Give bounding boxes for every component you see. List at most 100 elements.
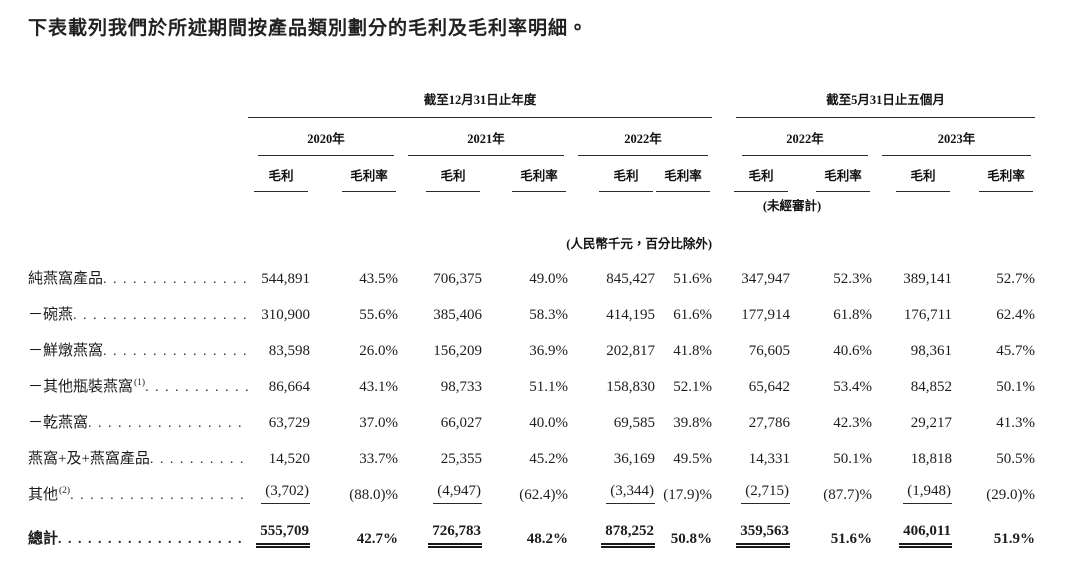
profit-value: 310,900 (261, 307, 310, 323)
row-label: －其他瓶裝燕窩(1) (28, 378, 146, 395)
row-label: 其他(2) (28, 486, 71, 503)
row-label: －乾燕窩 (28, 415, 89, 431)
margin-value: (29.0)% (986, 487, 1036, 503)
margin-value: (62.4)% (519, 487, 568, 503)
header-spacer (28, 82, 248, 118)
profit-value: 176,711 (903, 307, 953, 323)
table-row-fresh-stewed: －鮮燉燕窩 83,598 26.0% 156,209 36.9% 202,817… (28, 330, 1035, 366)
margin-col-header: 毛利率 (482, 156, 568, 192)
page-title: 下表載列我們於所述期間按產品類別劃分的毛利及毛利率明細。 (28, 18, 589, 39)
total-margin-value: 51.9% (993, 531, 1036, 547)
table-row-bowl-nest: －碗燕 310,900 55.6% 385,406 58.3% 414,195 … (28, 294, 1035, 330)
profit-value: 27,786 (748, 415, 791, 431)
margin-value: 36.9% (529, 343, 568, 359)
dot-leader (70, 487, 248, 504)
unit-note: (人民幣千元，百分比除外) (566, 237, 713, 251)
year-header-2021: 2021年 (398, 118, 568, 156)
section-gap (712, 366, 732, 402)
margin-value: 50.1% (833, 451, 873, 467)
margin-value: 43.5% (359, 271, 398, 287)
margin-col-header: 毛利率 (310, 156, 398, 192)
header-spacer (28, 192, 248, 218)
profit-value: 98,361 (910, 343, 953, 359)
profit-value: 385,406 (433, 307, 482, 323)
margin-value: 49.5% (673, 451, 713, 467)
profit-col-header: 毛利 (568, 156, 655, 192)
margin-value: 42.3% (833, 415, 873, 431)
group-header-annual-label: 截至12月31日止年度 (423, 93, 537, 107)
group-header-five-months-label: 截至5月31日止五個月 (826, 93, 945, 107)
total-profit-value: 359,563 (732, 510, 791, 556)
profit-value: 544,891 (261, 271, 310, 287)
unaudited-note: (未經審計) (762, 199, 822, 213)
total-margin-value: 50.8% (670, 531, 713, 547)
section-gap (712, 510, 732, 556)
profit-value: 63,729 (268, 415, 310, 431)
profit-value: (3,702) (248, 474, 310, 510)
margin-value: 61.6% (673, 307, 713, 323)
header-spacer (28, 218, 248, 258)
margin-value: 62.4% (996, 307, 1036, 323)
profit-value: (4,947) (398, 474, 482, 510)
margin-value: 45.7% (996, 343, 1036, 359)
dot-leader (145, 379, 248, 396)
header-spacer (28, 156, 248, 192)
profit-value: 29,217 (910, 415, 953, 431)
row-label: 總計 (28, 531, 59, 547)
section-gap (712, 118, 732, 156)
margin-value: 55.6% (359, 307, 398, 323)
document-page: 下表載列我們於所述期間按產品類別劃分的毛利及毛利率明細。 截至12月31日止年度… (0, 0, 1080, 556)
profit-value: 83,598 (268, 343, 310, 359)
margin-value: (87.7)% (823, 487, 873, 503)
table-row-pure-bird-nest: 純燕窩產品 544,891 43.5% 706,375 49.0% 845,42… (28, 258, 1035, 294)
profit-value: 706,375 (433, 271, 482, 287)
total-profit-value: 878,252 (568, 510, 655, 556)
profit-col-header: 毛利 (872, 156, 952, 192)
profit-value: 389,141 (903, 271, 953, 287)
total-profit-value: 726,783 (398, 510, 482, 556)
section-gap (712, 330, 732, 366)
margin-value: 51.6% (673, 271, 713, 287)
margin-value: 58.3% (529, 307, 568, 323)
margin-value: 45.2% (529, 451, 568, 467)
margin-value: 40.6% (833, 343, 873, 359)
table-row-others: 其他(2) (3,702) (88.0)% (4,947) (62.4)% (3… (28, 474, 1035, 510)
total-profit-value: 406,011 (872, 510, 953, 556)
profit-value: 845,427 (606, 271, 655, 287)
dot-leader (103, 271, 248, 288)
margin-value: (88.0)% (349, 487, 398, 503)
dot-leader (103, 343, 248, 360)
section-gap (712, 474, 732, 510)
margin-value: 61.8% (833, 307, 873, 323)
year-header-2022-5m: 2022年 (732, 118, 872, 156)
profit-value: 65,642 (748, 379, 791, 395)
table-row-nest-plus: 燕窩+及+燕窩產品 14,520 33.7% 25,355 45.2% 36,1… (28, 438, 1035, 474)
group-header-five-months: 截至5月31日止五個月 (712, 82, 1036, 118)
margin-value: 49.0% (529, 271, 568, 287)
margin-value: 41.3% (996, 415, 1036, 431)
margin-value: 50.5% (996, 451, 1036, 467)
profit-value: 36,169 (613, 451, 655, 467)
margin-value: (17.9)% (663, 487, 713, 503)
row-label: －碗燕 (28, 307, 74, 323)
section-gap (712, 156, 732, 192)
row-label: 純燕窩產品 (28, 271, 104, 287)
section-gap (712, 402, 732, 438)
margin-value: 52.1% (673, 379, 713, 395)
row-label: 燕窩+及+燕窩產品 (28, 451, 150, 467)
dot-leader (73, 307, 248, 324)
total-margin-value: 51.6% (830, 531, 873, 547)
year-header-2023-5m: 2023年 (872, 118, 1035, 156)
total-margin-value: 48.2% (526, 531, 568, 547)
profit-value: (1,948) (872, 474, 953, 510)
gross-profit-table: 截至12月31日止年度 截至5月31日止五個月 2020年 2021年 2022… (28, 82, 1036, 556)
profit-value: 14,331 (748, 451, 791, 467)
profit-value: 84,852 (910, 379, 953, 395)
margin-value: 41.8% (673, 343, 713, 359)
margin-col-header: 毛利率 (952, 156, 1035, 192)
profit-col-header: 毛利 (732, 156, 790, 192)
profit-value: 14,520 (268, 451, 310, 467)
header-spacer (28, 118, 248, 156)
footnote-ref-1: (1) (134, 378, 146, 388)
year-header-2020: 2020年 (248, 118, 398, 156)
